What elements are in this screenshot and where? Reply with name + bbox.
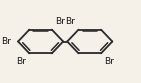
Text: Br: Br [65, 17, 75, 26]
Text: Br: Br [1, 37, 11, 46]
Text: Br: Br [104, 57, 114, 66]
Text: Br: Br [55, 17, 65, 26]
Text: Br: Br [16, 57, 26, 66]
